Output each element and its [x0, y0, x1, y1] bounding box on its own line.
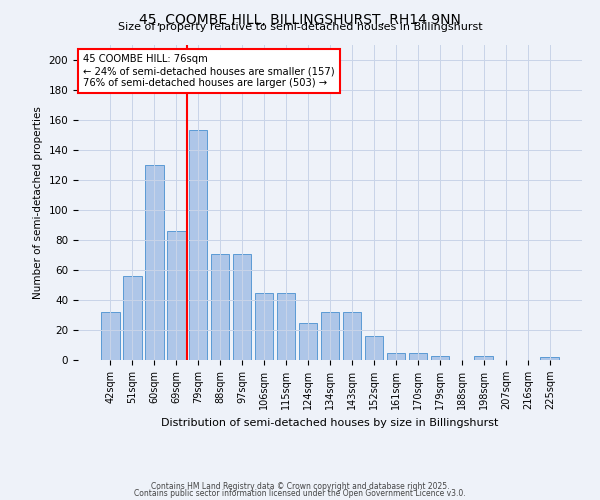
Bar: [431, 356, 449, 360]
Bar: [343, 312, 361, 360]
Bar: [409, 352, 427, 360]
Bar: [167, 231, 185, 360]
Bar: [123, 276, 142, 360]
Bar: [145, 165, 164, 360]
Bar: [365, 336, 383, 360]
Text: 45, COOMBE HILL, BILLINGSHURST, RH14 9NN: 45, COOMBE HILL, BILLINGSHURST, RH14 9NN: [139, 12, 461, 26]
Text: Size of property relative to semi-detached houses in Billingshurst: Size of property relative to semi-detach…: [118, 22, 482, 32]
Text: Contains HM Land Registry data © Crown copyright and database right 2025.: Contains HM Land Registry data © Crown c…: [151, 482, 449, 491]
Bar: [320, 312, 340, 360]
Bar: [189, 130, 208, 360]
Bar: [386, 352, 405, 360]
Bar: [277, 292, 295, 360]
Bar: [541, 357, 559, 360]
Bar: [299, 322, 317, 360]
Bar: [233, 254, 251, 360]
Bar: [211, 254, 229, 360]
Bar: [475, 356, 493, 360]
Text: 45 COOMBE HILL: 76sqm
← 24% of semi-detached houses are smaller (157)
76% of sem: 45 COOMBE HILL: 76sqm ← 24% of semi-deta…: [83, 54, 335, 88]
Y-axis label: Number of semi-detached properties: Number of semi-detached properties: [33, 106, 43, 299]
Text: Contains public sector information licensed under the Open Government Licence v3: Contains public sector information licen…: [134, 489, 466, 498]
X-axis label: Distribution of semi-detached houses by size in Billingshurst: Distribution of semi-detached houses by …: [161, 418, 499, 428]
Bar: [255, 292, 274, 360]
Bar: [101, 312, 119, 360]
